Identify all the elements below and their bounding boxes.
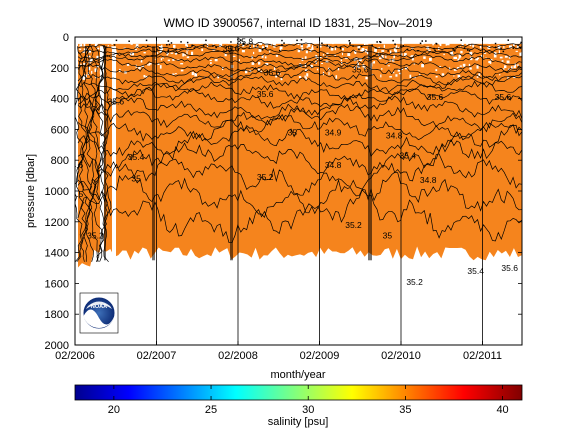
x-tick-label: 02/2011 <box>463 350 502 362</box>
noaa-logo: NOAA <box>79 292 119 334</box>
x-tick-label: 02/2007 <box>137 350 177 362</box>
contour-label: 35.2 <box>345 220 362 230</box>
contour-label: 35.4 <box>400 151 417 161</box>
x-tick-label: 02/2008 <box>218 350 258 362</box>
contour-label: 34.8 <box>420 175 437 185</box>
y-tick-label: 2000 <box>45 340 69 352</box>
contour-label: 35.6 <box>257 89 274 99</box>
salinity-field <box>78 43 522 268</box>
contour-label: 35 <box>288 128 298 138</box>
year-lines <box>156 37 483 345</box>
y-axis: 0 200 400 600 800 1000 1200 1400 1600 1800 2000 <box>45 32 522 352</box>
colorbar-tick-label: 30 <box>302 404 314 416</box>
x-tick-label: 02/2009 <box>300 350 340 362</box>
y-tick-label: 600 <box>51 124 69 136</box>
colorbar-tick-label: 25 <box>205 404 217 416</box>
contour-label: 35.4 <box>467 266 484 276</box>
y-tick-label: 400 <box>51 94 69 106</box>
colorbar-tick-label: 20 <box>108 404 120 416</box>
noaa-logo-text: NOAA <box>91 304 107 310</box>
contour-label: 35.6 <box>264 67 281 77</box>
chart-title: WMO ID 3900567, internal ID 1831, 25–Nov… <box>164 16 433 30</box>
contour-label: 35.6 <box>427 92 444 102</box>
contour-label: 35.8 <box>237 36 254 46</box>
contour-label: 35.6 <box>108 97 125 107</box>
y-tick-label: 1000 <box>45 186 69 198</box>
contour-labels: 35.835.635.635.635.635.635.6 35.635.635.4… <box>67 36 518 287</box>
contour-label: 35.4 <box>128 152 145 162</box>
y-tick-label: 1400 <box>45 248 69 260</box>
y-axis-label: pressure [dbar] <box>25 154 37 228</box>
colorbar-label: salinity [psu] <box>268 416 329 428</box>
x-axis-label: month/year <box>270 369 325 381</box>
contour-label: 34.8 <box>325 160 342 170</box>
salinity-section: 35.835.635.635.635.635.635.6 35.635.635.4… <box>67 36 522 287</box>
y-tick-label: 1600 <box>45 278 69 290</box>
x-tick-label: 02/2006 <box>55 350 95 362</box>
contour-label: 34.9 <box>325 128 342 138</box>
y-tick-label: 1800 <box>45 309 69 321</box>
colorbar-tick-label: 40 <box>496 404 508 416</box>
contour-lines <box>75 41 522 263</box>
y-tick-label: 1200 <box>45 217 69 229</box>
x-axis: 02/2006 02/2007 02/2008 02/2009 02/2010 02/20… <box>55 37 502 362</box>
contour-label: 34.8 <box>386 131 403 141</box>
contour-label: 35.2 <box>87 231 104 241</box>
x-tick-label: 02/2010 <box>381 350 421 362</box>
contour-label: 35.6 <box>223 44 240 54</box>
contour-label: 35.6 <box>352 64 369 74</box>
contour-label: 35.6 <box>501 263 518 273</box>
y-tick-label: 800 <box>51 155 69 167</box>
contour-label: 35.6 <box>495 92 512 102</box>
colorbar <box>74 384 523 401</box>
contour-label: 35.2 <box>257 172 274 182</box>
contour-label: 35 <box>131 174 141 184</box>
contour-label: 34.5 <box>67 189 84 199</box>
contour-label: 34.6 <box>67 160 84 170</box>
contour-label: 35.2 <box>406 277 423 287</box>
colorbar-tick-label: 35 <box>399 404 411 416</box>
colorbar-ticks: 20 25 30 35 40 <box>108 385 509 416</box>
contour-label: 35 <box>383 231 393 241</box>
y-tick-label: 0 <box>63 32 69 44</box>
y-tick-label: 200 <box>51 63 69 75</box>
